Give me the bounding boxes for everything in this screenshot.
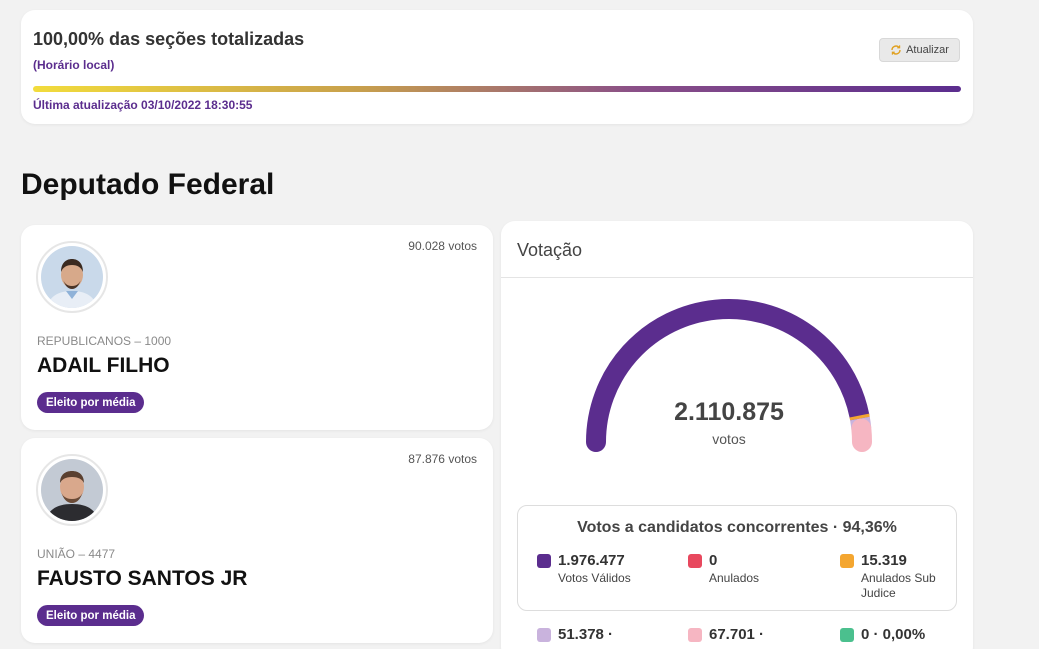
progress-fill bbox=[33, 86, 961, 92]
avatar bbox=[36, 454, 108, 526]
stat-value: 0 · 0,00% bbox=[861, 626, 926, 643]
stat-valid: 1.976.477 Votos Válidos bbox=[537, 552, 631, 586]
section-title: Deputado Federal bbox=[21, 168, 275, 201]
stat-label: Votos Válidos bbox=[558, 571, 631, 585]
refresh-label: Atualizar bbox=[906, 44, 949, 56]
status-card: 100,00% das seções totalizadas (Horário … bbox=[21, 10, 973, 124]
status-title: 100,00% das seções totalizadas bbox=[33, 29, 305, 49]
votes-gauge bbox=[586, 298, 873, 452]
candidate-votes: 90.028 votos bbox=[408, 239, 477, 253]
candidate-party: UNIÃO – 4477 bbox=[37, 547, 116, 561]
candidate-party: REPUBLICANOS – 1000 bbox=[37, 334, 172, 348]
status-badge: Eleito por média bbox=[37, 605, 145, 626]
stat-value: 0 bbox=[709, 552, 718, 569]
annulled-color-icon bbox=[688, 553, 702, 568]
stat-label: Anulados bbox=[709, 571, 760, 585]
total-votes-label: votos bbox=[712, 431, 746, 447]
stat-value: 67.701 · bbox=[709, 626, 765, 643]
votacao-title: Votação bbox=[517, 240, 583, 260]
last-updated: Última atualização 03/10/2022 18:30:55 bbox=[33, 98, 253, 112]
abstention-color-icon bbox=[840, 627, 854, 642]
refresh-button[interactable]: Atualizar bbox=[879, 38, 960, 62]
candidate-votes: 87.876 votos bbox=[408, 452, 477, 466]
stat-value: 1.976.477 bbox=[558, 552, 625, 569]
summary-box: Votos a candidatos concorrentes · 94,36%… bbox=[517, 505, 957, 611]
stat-value: 15.319 bbox=[861, 552, 907, 569]
gauge-subjudice-arc bbox=[849, 413, 870, 421]
stat-blank: 51.378 · bbox=[537, 626, 613, 643]
valid-color-icon bbox=[537, 553, 551, 568]
null-color-icon bbox=[688, 627, 702, 642]
candidate-name: ADAIL FILHO bbox=[37, 354, 170, 377]
refresh-icon bbox=[890, 44, 902, 56]
total-votes: 2.110.875 bbox=[674, 398, 784, 426]
stat-annulled: 0 Anulados bbox=[688, 552, 759, 586]
gauge-null-arc bbox=[851, 418, 873, 452]
votacao-card: Votação 2.110.875 votos Votos a candidat… bbox=[501, 221, 973, 649]
stat-subjudice: 15.319 Anulados Sub Judice bbox=[840, 552, 950, 601]
summary-title: Votos a candidatos concorrentes · 94,36% bbox=[577, 519, 897, 536]
candidate-card[interactable]: 90.028 votos REPUBLICANOS – 1000 ADAIL F… bbox=[21, 225, 493, 430]
subjudice-color-icon bbox=[840, 553, 854, 568]
stat-value: 51.378 · bbox=[558, 626, 614, 643]
gauge-valid-arc bbox=[586, 298, 870, 452]
status-subtitle: (Horário local) bbox=[33, 58, 115, 72]
stat-label: Anulados Sub Judice bbox=[861, 571, 936, 600]
candidate-name: FAUSTO SANTOS JR bbox=[37, 567, 248, 590]
divider bbox=[501, 277, 973, 278]
candidate-card[interactable]: 87.876 votos UNIÃO – 4477 FAUSTO SANTOS … bbox=[21, 438, 493, 643]
stat-null: 67.701 · bbox=[688, 626, 764, 643]
blank-color-icon bbox=[537, 627, 551, 642]
avatar bbox=[36, 241, 108, 313]
totalization-progress-bar bbox=[33, 86, 961, 92]
stat-abstention: 0 · 0,00% bbox=[840, 626, 925, 643]
status-badge: Eleito por média bbox=[37, 392, 145, 413]
